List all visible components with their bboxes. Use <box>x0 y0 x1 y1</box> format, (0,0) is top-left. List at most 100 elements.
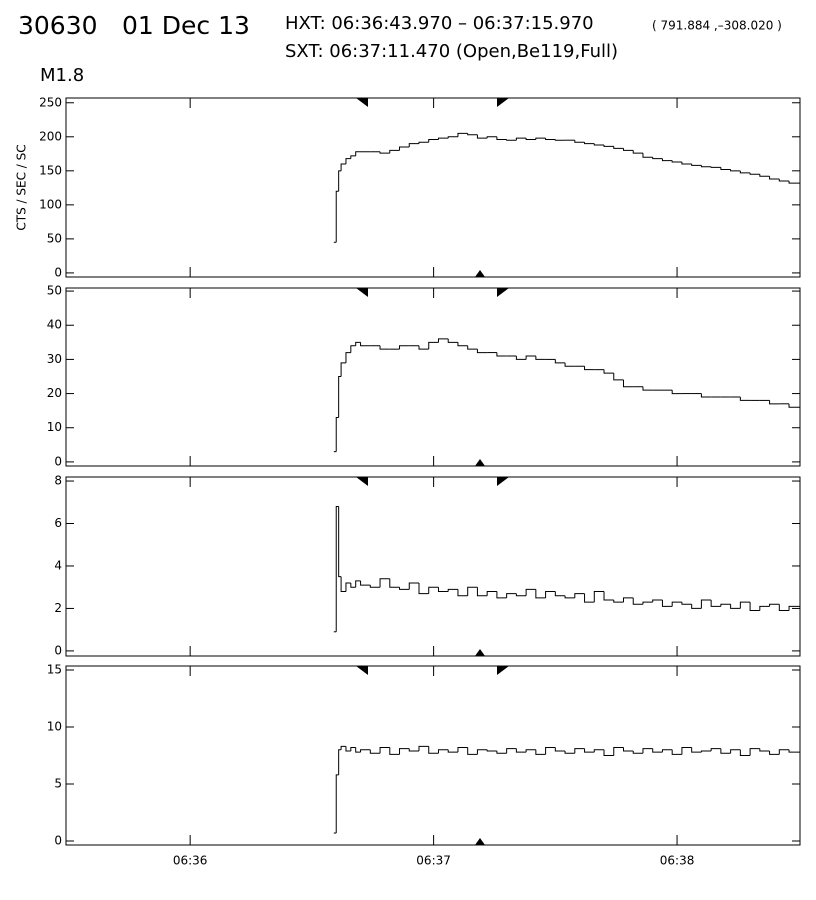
step <box>749 172 760 175</box>
obs-id: 30630 <box>18 11 98 40</box>
step <box>769 750 780 755</box>
step <box>613 146 624 149</box>
step <box>603 749 614 756</box>
step <box>739 170 751 174</box>
step <box>769 176 780 180</box>
step <box>355 151 361 156</box>
step <box>379 151 390 154</box>
step <box>691 164 702 166</box>
panel: 0 5 10 15 06:36 06:37 06:38 <box>47 662 801 868</box>
step <box>345 746 351 752</box>
step <box>338 749 342 775</box>
time-marker <box>475 459 485 466</box>
step <box>545 590 556 598</box>
step <box>661 158 673 162</box>
step <box>700 750 712 753</box>
step <box>506 748 517 754</box>
step <box>681 747 692 755</box>
step <box>437 587 449 592</box>
step <box>389 747 400 755</box>
step <box>467 345 478 350</box>
step <box>681 602 692 605</box>
step <box>345 582 351 592</box>
y-tick-label: 20 <box>47 386 62 400</box>
step <box>447 588 458 592</box>
step <box>759 174 770 177</box>
y-tick-label: 15 <box>47 662 62 676</box>
y-tick-label: 10 <box>47 420 62 434</box>
step <box>355 341 361 346</box>
step <box>515 137 527 141</box>
y-tick-label: 200 <box>39 129 62 143</box>
y-axis-label: CTS / SEC / SC <box>15 144 29 230</box>
step <box>350 747 356 751</box>
step <box>535 355 546 360</box>
step <box>338 375 342 418</box>
step <box>428 586 439 594</box>
y-tick-label: 0 <box>54 454 62 468</box>
step <box>457 747 468 753</box>
step <box>759 748 770 752</box>
step <box>584 366 595 371</box>
step <box>720 603 731 607</box>
time-marker <box>475 270 485 277</box>
x-tick-label: 06:38 <box>660 854 695 868</box>
step <box>749 602 760 612</box>
step <box>408 748 420 752</box>
step <box>369 585 381 588</box>
plot-frame <box>65 97 801 278</box>
step <box>671 601 682 607</box>
step <box>515 355 527 360</box>
step <box>345 352 351 363</box>
step <box>476 349 488 354</box>
step <box>584 593 595 603</box>
step <box>476 134 488 139</box>
step <box>554 747 566 752</box>
step <box>730 169 741 172</box>
step <box>584 748 595 753</box>
step <box>525 588 536 596</box>
step <box>788 403 800 408</box>
step <box>506 593 517 598</box>
step <box>340 576 346 592</box>
step <box>739 396 751 401</box>
step <box>457 589 468 597</box>
y-tick-label: 5 <box>54 777 62 791</box>
step <box>603 144 614 147</box>
y-tick-label: 100 <box>39 197 62 211</box>
step <box>574 748 585 754</box>
step <box>340 362 346 377</box>
step <box>340 163 346 171</box>
step <box>399 345 410 350</box>
step <box>720 748 731 754</box>
y-tick-label: 30 <box>47 352 62 366</box>
step <box>622 747 634 752</box>
time-marker <box>475 838 485 845</box>
position: ( 791.884 ,–308.020 ) <box>652 19 782 33</box>
step <box>447 136 458 139</box>
obs-date: 01 Dec 13 <box>122 11 250 40</box>
step <box>399 587 410 590</box>
step <box>408 143 420 148</box>
step <box>545 747 556 755</box>
step <box>496 750 507 754</box>
step <box>515 748 527 753</box>
step <box>613 373 624 381</box>
step <box>338 170 342 192</box>
panel: 0 50 100 150 200 250 CTS / SEC / SC <box>15 95 801 279</box>
time-marker <box>497 477 509 486</box>
step <box>681 161 692 165</box>
step <box>525 749 536 753</box>
step <box>399 748 410 755</box>
step <box>671 749 682 755</box>
y-tick-label: 2 <box>54 601 62 615</box>
step <box>574 140 585 143</box>
step <box>593 749 605 753</box>
step <box>335 774 339 834</box>
hxt-range: HXT: 06:36:43.970 – 06:37:15.970 <box>285 13 594 34</box>
step <box>739 601 751 609</box>
step <box>428 746 439 754</box>
step <box>418 345 429 350</box>
step <box>613 599 624 603</box>
